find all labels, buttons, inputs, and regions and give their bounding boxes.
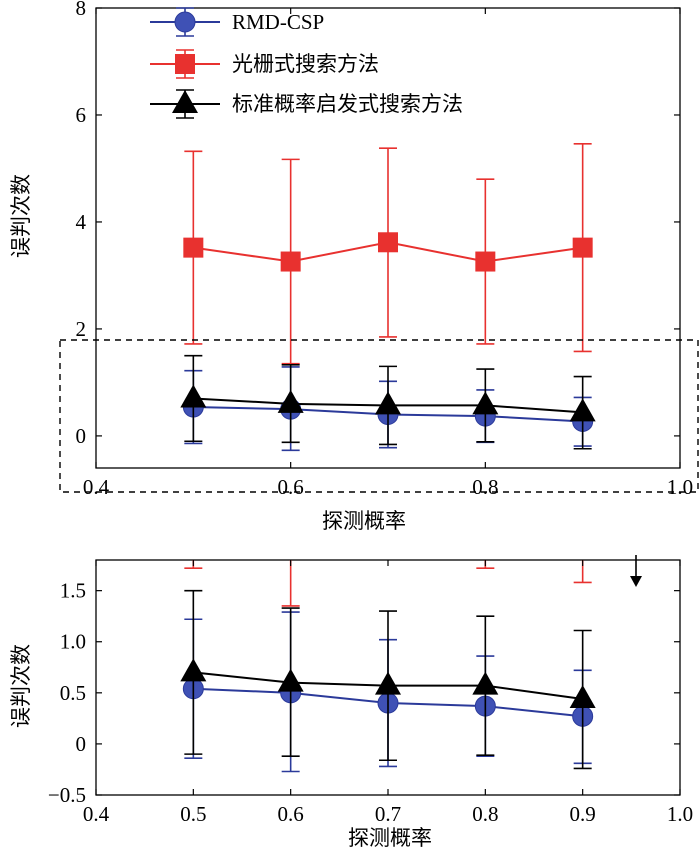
bottom-chart: 0.4 0.5 0.6 0.7 0.8 0.9 1.0 −0.5 0 0.5 1.0 1.5 探测概率…: [9, 559, 693, 850]
data-point: [472, 391, 499, 415]
zoom-arrow: [630, 555, 642, 587]
series-raster-search: [183, 143, 593, 365]
data-point: [180, 658, 207, 682]
data-point: [472, 671, 499, 695]
legend-marker: [175, 54, 195, 74]
data-point: [569, 684, 596, 708]
data-point: [277, 389, 304, 413]
legend-item-rmd-csp: RMD-CSP: [150, 7, 324, 37]
legend-item-raster-search: 光栅式搜索方法: [150, 49, 379, 79]
x-tick-label: 0.5: [180, 802, 206, 826]
x-tick-label: 0.4: [83, 802, 110, 826]
y-tick-label: 1.5: [60, 579, 86, 603]
legend-label: RMD-CSP: [232, 10, 324, 34]
data-point: [375, 671, 401, 695]
data-point: [183, 237, 204, 258]
y-tick-label: 8: [76, 0, 87, 20]
x-tick-label: 0.8: [472, 475, 498, 499]
y-tick-label: 4: [76, 210, 87, 234]
y-tick-label: 0: [76, 424, 87, 448]
top-xlabel: 探测概率: [322, 509, 406, 533]
zoom-region-box: [59, 339, 699, 493]
series-standard-heuristic: [180, 589, 596, 770]
data-point: [378, 232, 398, 253]
y-tick-label: −0.5: [48, 783, 86, 807]
bottom-xlabel: 探测概率: [348, 826, 432, 850]
data-point: [375, 391, 401, 415]
data-point: [572, 237, 593, 258]
y-tick-label: 0.5: [60, 681, 86, 705]
data-point: [475, 251, 496, 272]
series-standard-heuristic: [180, 354, 596, 450]
x-tick-label: 0.9: [570, 802, 596, 826]
x-tick-label: 0.7: [375, 802, 401, 826]
x-tick-label: 0.6: [278, 802, 304, 826]
top-ylabel: 误判次数: [9, 174, 33, 258]
legend-marker: [172, 90, 198, 113]
legend-label: 标准概率启发式搜索方法: [232, 92, 463, 116]
legend-item-standard-heuristic: 标准概率启发式搜索方法: [150, 89, 463, 119]
y-tick-label: 0: [76, 732, 87, 756]
data-point: [569, 398, 596, 422]
series-raster-search: [184, 560, 592, 607]
legend-label: 光栅式搜索方法: [232, 52, 379, 76]
bottom-ylabel: 误判次数: [9, 644, 33, 728]
x-tick-label: 1.0: [667, 475, 693, 499]
data-point: [280, 251, 301, 272]
top-chart: 0.4 0.6 0.8 1.0 0 2 4 6 8 探测概率 误判次数 RMD-CSP 光栅式搜索…: [9, 0, 699, 533]
y-tick-label: 2: [76, 317, 87, 341]
x-tick-label: 0.4: [83, 475, 110, 499]
y-tick-label: 1.0: [60, 630, 86, 654]
legend-marker: [174, 11, 196, 33]
x-tick-label: 1.0: [667, 802, 693, 826]
top-plot-frame: [95, 7, 681, 469]
x-tick-label: 0.6: [278, 475, 304, 499]
data-point: [277, 668, 304, 692]
data-point: [180, 384, 207, 408]
x-tick-label: 0.8: [472, 802, 498, 826]
y-tick-label: 6: [76, 103, 87, 127]
